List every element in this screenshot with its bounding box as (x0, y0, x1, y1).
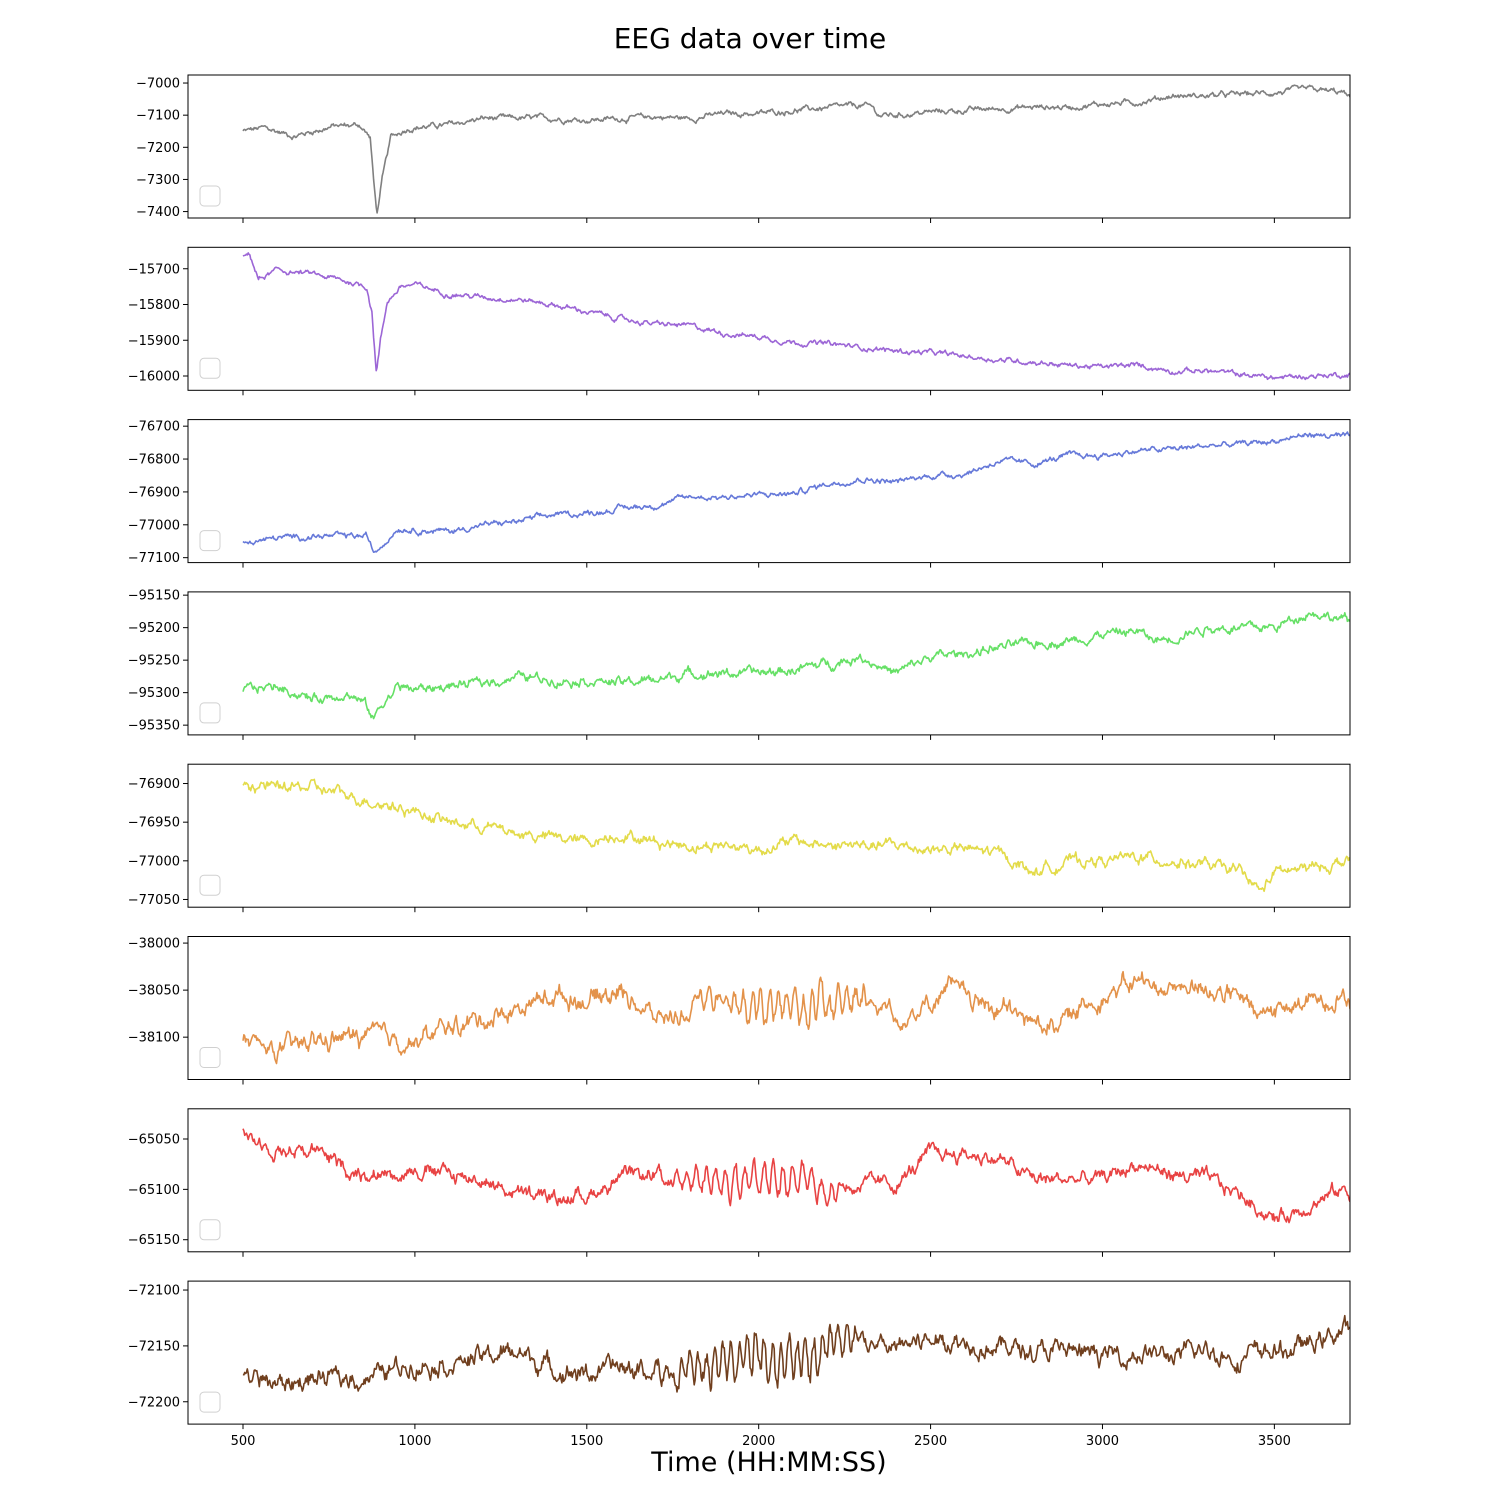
panel-8: −72100 −72150 −72200 500 1000 1500 2000 2500 300… (128, 1280, 1351, 1449)
panel-frame (187, 246, 1351, 391)
y-tick-label: −7400 (136, 205, 180, 220)
legend-box (199, 874, 221, 896)
panel-6: −38000 −38050 −38100 (128, 936, 1351, 1085)
panel-frame (187, 1108, 1351, 1253)
series-line-1 (242, 84, 1350, 214)
y-tick-label: −77000 (128, 518, 180, 533)
legend-box (199, 1219, 221, 1241)
legend-box (199, 185, 221, 207)
panel-3: −76700 −76800 −76900 −77000 −77100 (128, 419, 1351, 568)
series-line-3 (242, 431, 1350, 554)
y-tick-label: −65150 (128, 1233, 180, 1248)
x-tick-label: 1500 (570, 1434, 603, 1449)
panel-frame (187, 936, 1351, 1080)
panel-7: −65050 −65100 −65150 (128, 1108, 1351, 1257)
y-tick-label: −72150 (128, 1339, 180, 1354)
y-tick-label: −76800 (128, 453, 180, 468)
series-line-6 (242, 970, 1350, 1065)
panel-frame (187, 1280, 1351, 1425)
x-tick-label: 2000 (742, 1434, 775, 1449)
y-tick-label: −65100 (128, 1183, 180, 1198)
y-tick-label: −7100 (136, 109, 180, 124)
y-tick-label: −15700 (128, 262, 180, 277)
y-tick-label: −72200 (128, 1395, 180, 1410)
y-tick-label: −76900 (128, 485, 180, 500)
legend-box (199, 1047, 221, 1068)
y-tick-label: −76700 (128, 420, 180, 435)
y-tick-label: −76950 (128, 816, 180, 831)
legend-box (199, 1391, 221, 1413)
y-tick-label: −95150 (128, 589, 180, 604)
y-tick-label: −95250 (128, 654, 180, 669)
panel-1: −7000 −7100 −7200 −7300 −7400 (136, 74, 1351, 223)
x-axis-label: Time (HH:MM:SS) (651, 1447, 887, 1478)
legend-box (199, 702, 221, 724)
series-line-7 (242, 1128, 1350, 1224)
y-tick-label: −15900 (128, 334, 180, 349)
y-tick-label: −7200 (136, 141, 180, 156)
series-line-4 (242, 611, 1350, 720)
panel-frame (187, 419, 1351, 564)
y-tick-label: −77100 (128, 551, 180, 566)
y-tick-label: −77000 (128, 854, 180, 869)
y-tick-label: −95350 (128, 719, 180, 734)
y-tick-label: −15800 (128, 298, 180, 313)
y-tick-label: −95200 (128, 621, 180, 636)
panel-4: −95150 −95200 −95250 −95300 −95350 (128, 589, 1351, 740)
y-tick-label: −95300 (128, 686, 180, 701)
y-tick-label: −65050 (128, 1133, 180, 1148)
x-tick-label: 3500 (1258, 1434, 1291, 1449)
legend-box (199, 357, 221, 379)
series-line-8 (242, 1314, 1350, 1393)
y-tick-label: −7300 (136, 173, 180, 188)
panel-2: −15700 −15800 −15900 −16000 (128, 246, 1351, 396)
series-line-5 (242, 778, 1350, 893)
y-tick-label: −77050 (128, 893, 180, 908)
panel-frame (187, 74, 1351, 219)
y-tick-label: −7000 (136, 77, 180, 92)
x-tick-label: 2500 (914, 1434, 947, 1449)
y-tick-label: −16000 (128, 370, 180, 385)
panel-5: −76900 −76950 −77000 −77050 (128, 763, 1351, 913)
y-tick-label: −38000 (128, 937, 180, 952)
y-tick-label: −38100 (128, 1031, 180, 1046)
x-tick-label: 3000 (1086, 1434, 1119, 1449)
legend-box (199, 530, 221, 552)
chart-title: EEG data over time (613, 22, 887, 55)
y-tick-label: −72100 (128, 1284, 180, 1299)
series-line-2 (242, 252, 1350, 381)
x-tick-label: 1000 (398, 1434, 431, 1449)
x-tick-label: 500 (231, 1434, 256, 1449)
y-tick-label: −76900 (128, 777, 180, 792)
y-tick-label: −38050 (128, 984, 180, 999)
panel-frame (187, 591, 1351, 736)
panel-frame (187, 763, 1351, 908)
